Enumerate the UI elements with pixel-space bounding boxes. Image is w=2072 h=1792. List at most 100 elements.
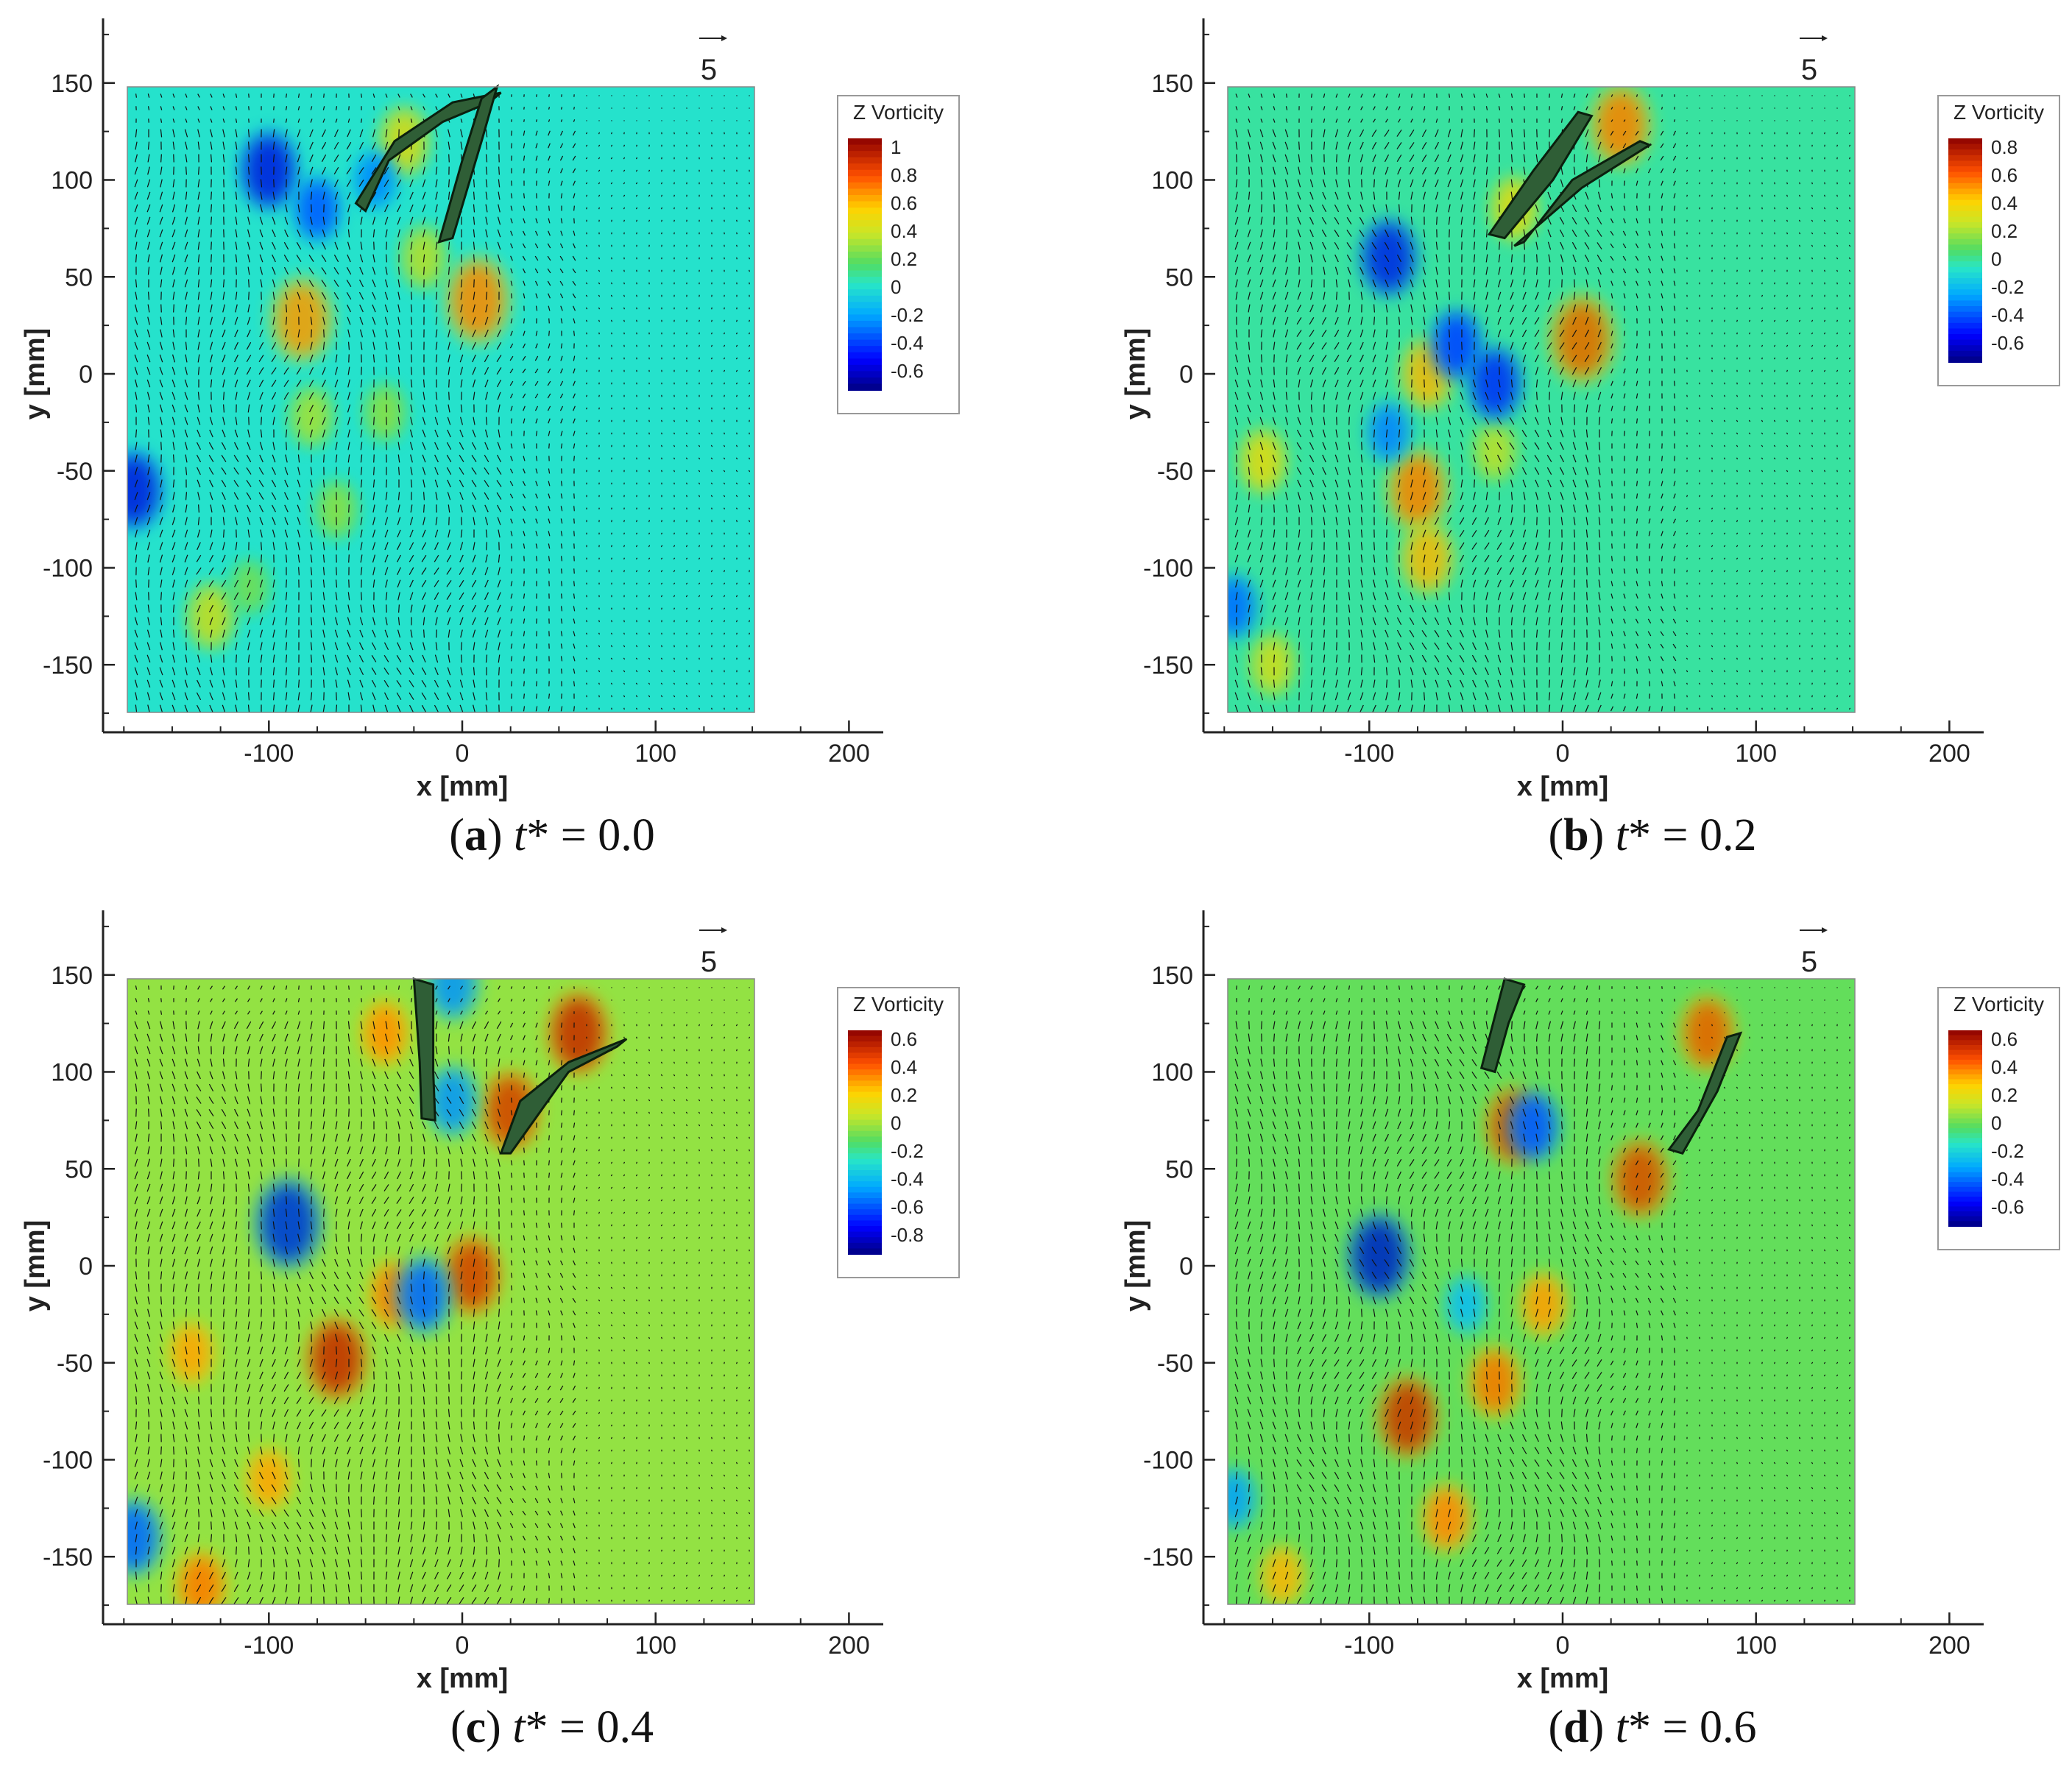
velocity-vector	[1548, 554, 1551, 563]
velocity-vector	[1584, 354, 1590, 363]
velocity-vector	[322, 166, 326, 175]
velocity-vector	[673, 532, 675, 535]
velocity-vector	[422, 479, 425, 488]
velocity-vector	[648, 682, 651, 685]
velocity-vector	[473, 279, 475, 288]
velocity-vector	[1499, 241, 1500, 250]
x-tick-label: 0	[456, 740, 470, 768]
velocity-vector	[1296, 354, 1302, 363]
velocity-vector	[510, 255, 513, 261]
velocity-vector	[271, 479, 277, 488]
velocity-vector	[1711, 157, 1713, 160]
velocity-vector	[1309, 191, 1314, 200]
velocity-vector	[699, 132, 700, 135]
velocity-vector	[498, 191, 501, 200]
velocity-vector	[1496, 542, 1502, 550]
velocity-vector	[1521, 442, 1527, 450]
velocity-vector	[1323, 642, 1326, 651]
velocity-vector	[1322, 241, 1326, 250]
velocity-vector	[1435, 279, 1438, 288]
velocity-vector	[1335, 304, 1338, 313]
velocity-vector	[1397, 229, 1401, 238]
velocity-vector	[134, 654, 138, 663]
velocity-vector	[211, 216, 212, 225]
velocity-vector	[1323, 579, 1326, 588]
velocity-vector	[497, 329, 501, 338]
velocity-vector	[334, 179, 339, 188]
velocity-vector	[309, 129, 314, 138]
velocity-vector	[1410, 704, 1413, 712]
velocity-vector	[297, 417, 301, 425]
velocity-vector	[434, 479, 439, 488]
velocity-vector	[1673, 681, 1676, 687]
velocity-vector	[673, 207, 675, 210]
velocity-vector	[1586, 567, 1588, 576]
velocity-vector	[334, 379, 339, 388]
velocity-vector	[1597, 204, 1602, 213]
velocity-vector	[309, 504, 314, 513]
velocity-vector	[1686, 169, 1689, 172]
velocity-vector	[372, 692, 376, 701]
velocity-vector	[185, 106, 188, 110]
velocity-vector	[1510, 529, 1514, 538]
velocity-vector	[648, 657, 651, 660]
velocity-vector	[1359, 341, 1364, 350]
velocity-vector	[1547, 366, 1552, 375]
velocity-vector	[1510, 141, 1513, 150]
velocity-vector	[322, 479, 325, 488]
velocity-vector	[685, 545, 688, 548]
velocity-vector	[1296, 429, 1302, 438]
velocity-vector	[460, 291, 463, 300]
velocity-vector	[1510, 166, 1513, 175]
velocity-vector	[409, 442, 414, 450]
velocity-vector	[585, 307, 588, 310]
velocity-vector	[1323, 266, 1326, 275]
colorbar-swatch	[848, 383, 882, 391]
velocity-vector	[160, 316, 163, 325]
velocity-vector	[409, 704, 414, 712]
velocity-vector	[1560, 266, 1563, 275]
velocity-vector	[1259, 266, 1264, 275]
velocity-vector	[1410, 679, 1413, 688]
colorbar-swatch	[848, 220, 882, 227]
velocity-vector	[1522, 579, 1527, 588]
velocity-vector	[159, 529, 163, 538]
velocity-vector	[1786, 207, 1789, 210]
velocity-vector	[1348, 93, 1351, 98]
velocity-vector	[1736, 407, 1739, 410]
velocity-vector	[310, 341, 313, 350]
velocity-vector	[573, 568, 575, 574]
velocity-vector	[283, 367, 289, 375]
velocity-vector	[397, 529, 401, 538]
velocity-vector	[272, 141, 275, 150]
velocity-vector	[534, 393, 539, 399]
velocity-vector	[1460, 504, 1464, 513]
velocity-vector	[1435, 692, 1438, 701]
velocity-vector	[259, 442, 264, 450]
velocity-vector	[485, 254, 488, 263]
velocity-vector	[510, 268, 513, 274]
velocity-vector	[197, 229, 200, 238]
velocity-vector	[297, 529, 301, 538]
velocity-vector	[724, 307, 725, 310]
velocity-vector	[510, 243, 513, 249]
velocity-vector	[559, 268, 564, 274]
velocity-vector	[322, 604, 325, 613]
velocity-vector	[1398, 304, 1401, 313]
velocity-vector	[373, 454, 375, 463]
velocity-vector	[448, 404, 450, 413]
velocity-vector	[1371, 255, 1377, 262]
velocity-vector	[1624, 681, 1625, 687]
velocity-vector	[146, 642, 151, 651]
velocity-vector	[447, 417, 451, 425]
velocity-vector	[673, 432, 676, 435]
velocity-vector	[1260, 467, 1263, 475]
velocity-vector	[1284, 154, 1289, 163]
velocity-vector	[285, 204, 288, 213]
velocity-vector	[134, 517, 138, 525]
velocity-vector	[1247, 704, 1251, 712]
velocity-vector	[146, 667, 151, 676]
velocity-vector	[1272, 467, 1276, 475]
velocity-vector	[1548, 504, 1551, 513]
velocity-vector	[160, 106, 163, 110]
